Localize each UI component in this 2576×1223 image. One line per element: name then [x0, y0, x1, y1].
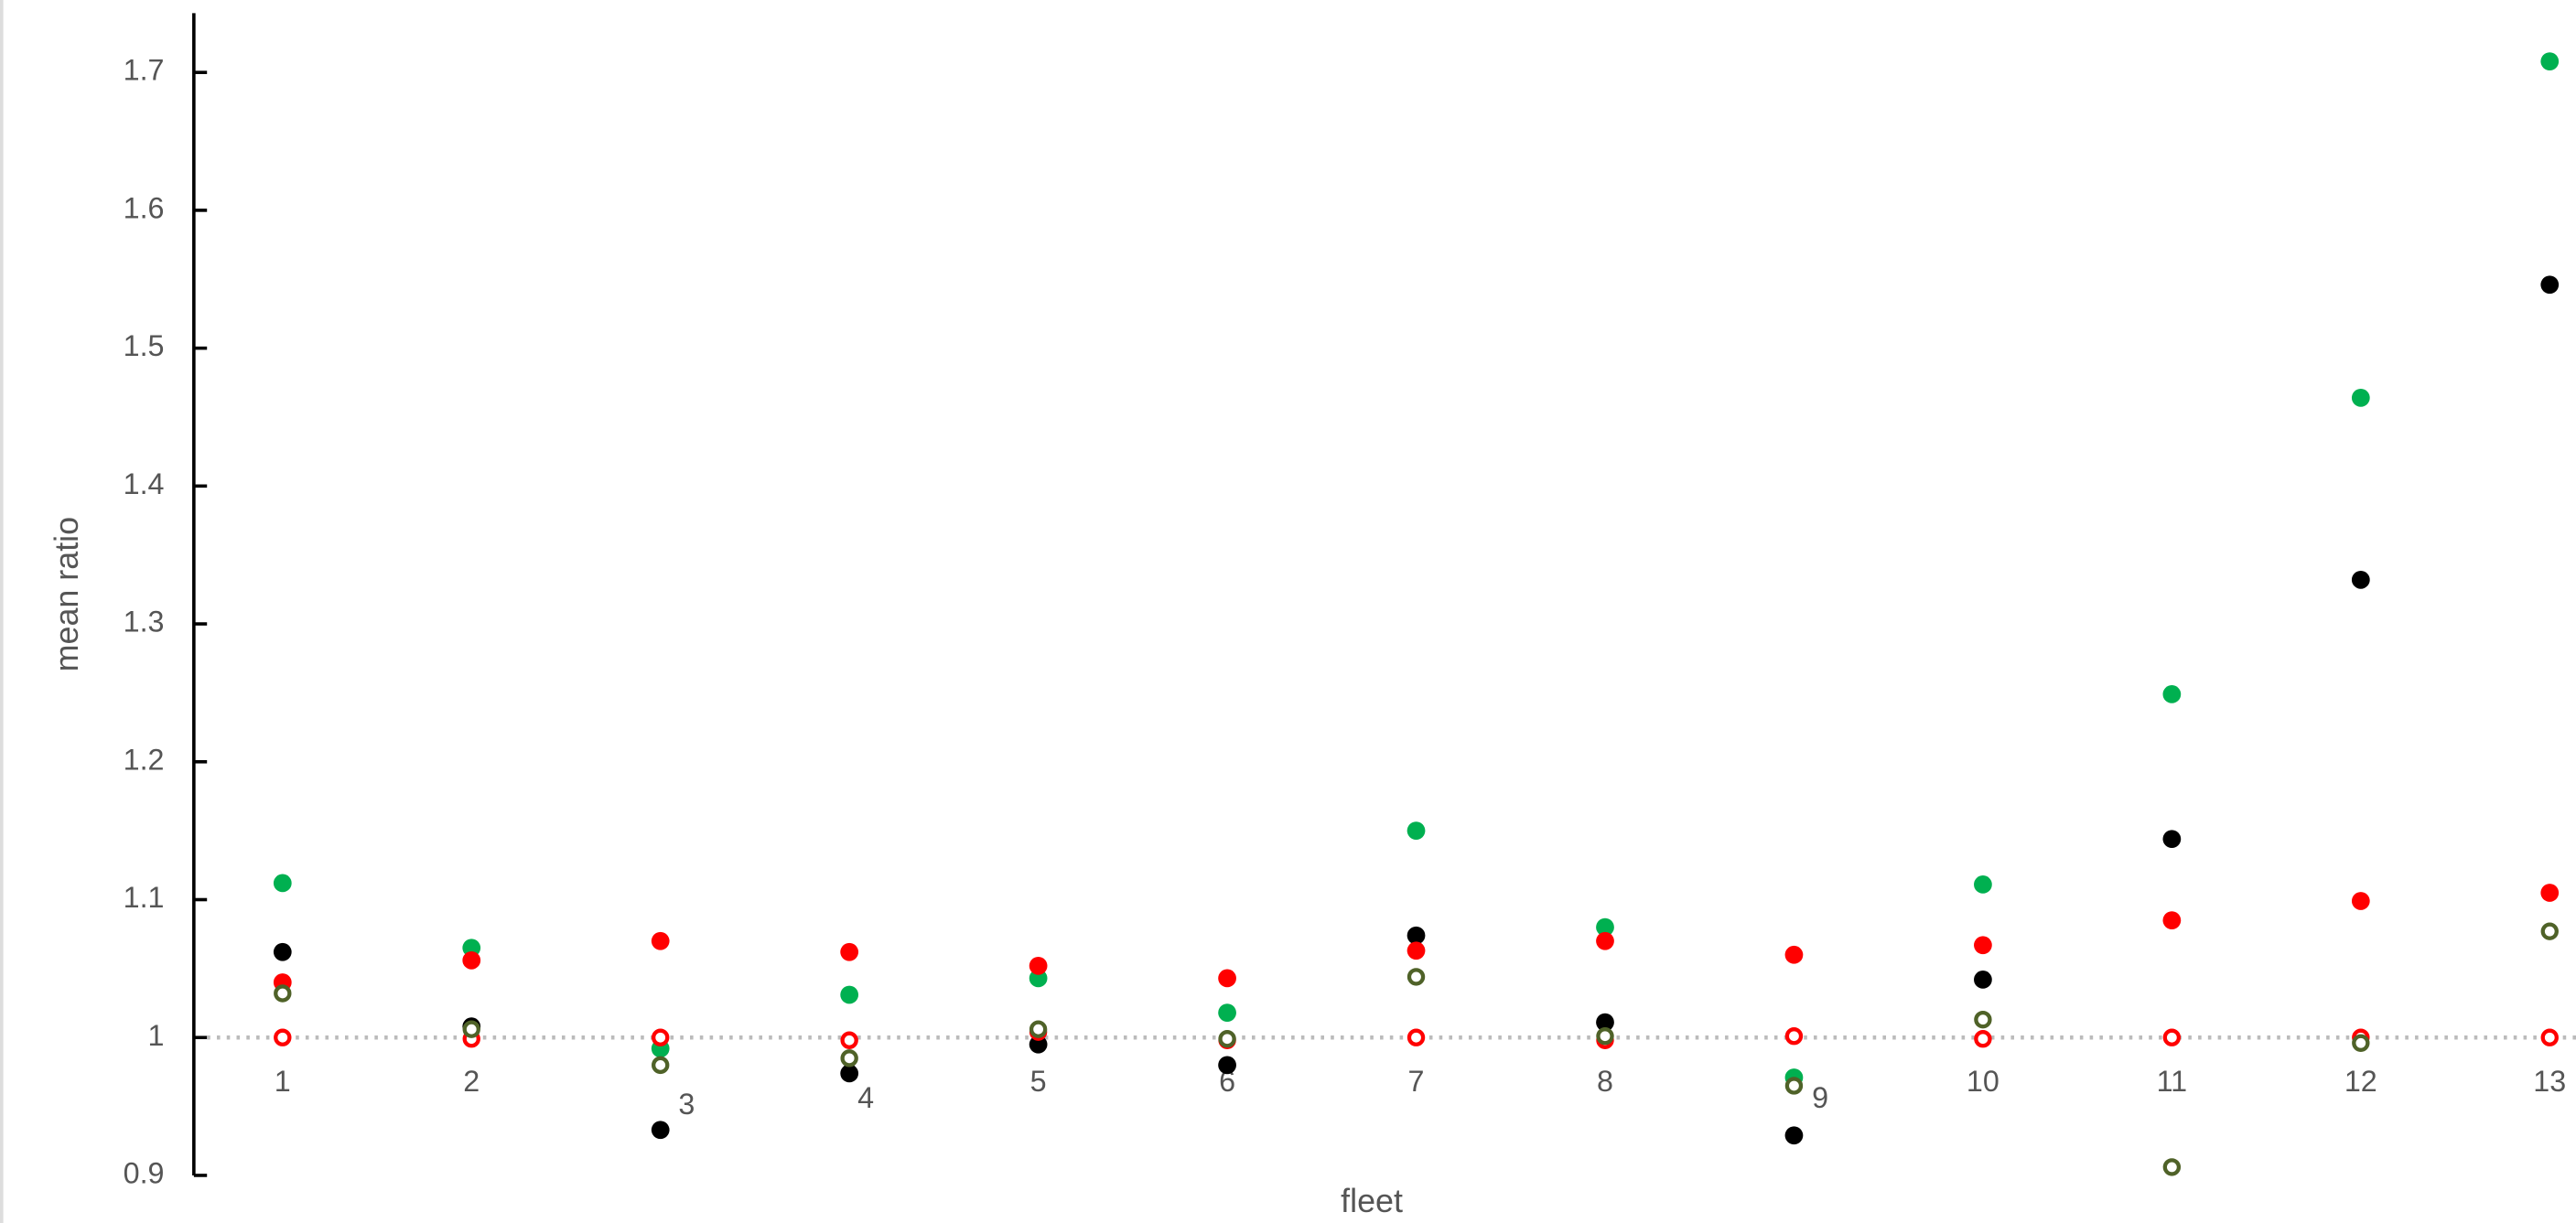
- point: [840, 1064, 859, 1083]
- point: [2162, 685, 2182, 703]
- point: [1407, 941, 1426, 960]
- point: [2351, 389, 2370, 407]
- point: [1974, 971, 1992, 989]
- point: [462, 1020, 480, 1038]
- point: [1029, 1020, 1048, 1038]
- point: [1974, 1030, 1992, 1048]
- point: [1407, 1028, 1426, 1046]
- x-tick-label: 1: [275, 1065, 291, 1098]
- point: [274, 984, 292, 1003]
- point: [1029, 969, 1048, 988]
- x-tick-label: 9: [1812, 1081, 1828, 1114]
- point: [274, 1028, 292, 1046]
- point: [1974, 875, 1992, 894]
- point: [840, 1049, 858, 1067]
- point: [2162, 1028, 2182, 1046]
- y-tick-label: 0.9: [124, 1156, 165, 1189]
- y-tick-label: 1.2: [124, 743, 165, 776]
- y-tick-label: 1: [148, 1019, 165, 1052]
- point: [1784, 1027, 1804, 1046]
- point: [1974, 936, 1992, 955]
- point: [273, 874, 292, 893]
- point: [1596, 1027, 1614, 1046]
- x-tick-label: 10: [1967, 1065, 1999, 1098]
- point: [2351, 892, 2370, 910]
- point: [1596, 917, 1614, 937]
- point: [2540, 1028, 2559, 1046]
- y-tick-label: 1.6: [124, 191, 165, 224]
- point: [1784, 1126, 1804, 1145]
- point: [1218, 1003, 1236, 1022]
- x-tick-label: 13: [2533, 1065, 2566, 1098]
- x-tick-label: 3: [678, 1088, 695, 1121]
- point: [2162, 1158, 2182, 1176]
- x-tick-label: 5: [1030, 1065, 1047, 1098]
- point: [462, 939, 481, 958]
- y-tick-label: 1.5: [124, 329, 165, 362]
- point: [1784, 1077, 1804, 1095]
- x-tick-label: 12: [2344, 1065, 2377, 1098]
- point: [1218, 969, 1236, 988]
- point: [462, 950, 481, 970]
- point: [2540, 52, 2560, 70]
- point: [1784, 945, 1804, 964]
- point: [840, 942, 859, 961]
- point: [652, 1028, 670, 1046]
- point: [651, 1121, 670, 1140]
- x-tick-label: 8: [1597, 1065, 1613, 1098]
- point: [2162, 830, 2182, 849]
- x-tick-label: 4: [857, 1081, 874, 1114]
- point: [1218, 1030, 1236, 1048]
- point: [1029, 1035, 1048, 1054]
- point: [652, 1056, 670, 1075]
- point: [273, 942, 292, 961]
- point: [1596, 931, 1614, 950]
- point: [2540, 884, 2560, 902]
- point: [651, 931, 670, 950]
- point: [840, 1031, 858, 1049]
- point: [1407, 968, 1426, 986]
- x-tick-label: 11: [2157, 1065, 2188, 1098]
- point: [1407, 821, 1426, 841]
- y-tick-label: 1.7: [124, 54, 165, 87]
- point: [1974, 1010, 1992, 1029]
- x-axis-label: fleet: [1341, 1183, 1403, 1219]
- point: [840, 985, 859, 1004]
- y-tick-label: 1.1: [124, 881, 165, 914]
- point: [1029, 956, 1048, 975]
- point: [2540, 922, 2559, 940]
- point: [2162, 911, 2182, 929]
- y-tick-label: 1.3: [124, 606, 165, 638]
- x-tick-label: 7: [1408, 1065, 1425, 1098]
- y-axis-label: mean ratio: [49, 517, 85, 671]
- y-tick-label: 1.4: [124, 467, 165, 500]
- x-tick-label: 2: [463, 1065, 480, 1098]
- point: [1218, 1056, 1236, 1075]
- point: [1596, 1013, 1614, 1032]
- point: [2540, 275, 2560, 295]
- point: [1407, 926, 1426, 945]
- point: [2351, 570, 2370, 589]
- point: [2352, 1034, 2370, 1052]
